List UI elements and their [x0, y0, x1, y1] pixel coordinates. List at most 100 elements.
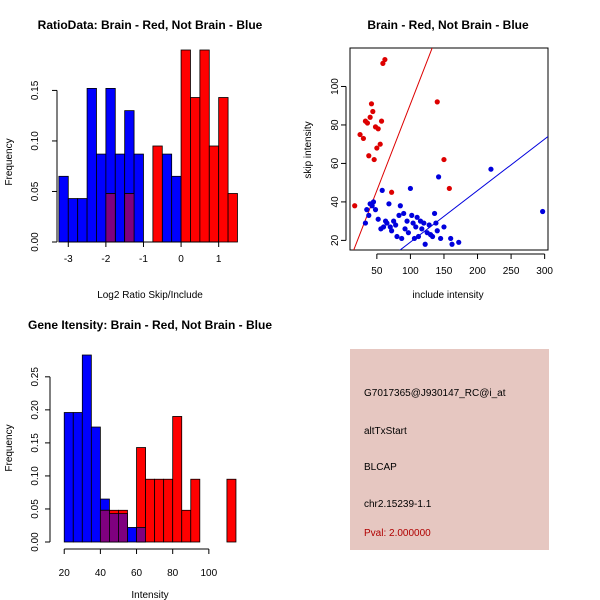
- not-brain-point: [409, 212, 415, 218]
- ratio-histogram-x-tick-label: 1: [216, 254, 222, 265]
- gene-info-background: [350, 349, 549, 550]
- brain-point: [375, 126, 381, 132]
- not-brain-point: [433, 220, 439, 226]
- intensity-histogram-bar-red: [172, 416, 183, 543]
- ratio-histogram-bar-red: [227, 193, 238, 243]
- ratio-histogram-title: RatioData: Brain - Red, Not Brain - Blue: [38, 18, 263, 32]
- ratio-histogram-bar-red: [208, 145, 220, 243]
- scatter-x-tick-label: 200: [469, 266, 486, 277]
- gene-event-type: altTxStart: [364, 426, 407, 437]
- scatter-plot-box: [349, 47, 549, 251]
- not-brain-point: [434, 228, 440, 234]
- scatter-x-tick-label: 250: [503, 266, 520, 277]
- not-brain-point: [415, 233, 422, 240]
- scatter-x-tick-label: 300: [536, 266, 553, 277]
- not-brain-point: [394, 233, 400, 240]
- not-brain-point: [435, 174, 442, 180]
- intensity-histogram-bar-blue: [127, 527, 137, 543]
- intensity-histogram-ylabel: Frequency: [4, 424, 15, 471]
- ratio-histogram-bars: [58, 49, 238, 243]
- not-brain-point: [438, 235, 444, 242]
- intensity-histogram-x-tick-label: 60: [131, 568, 143, 579]
- not-brain-point: [421, 220, 427, 226]
- not-brain-point: [393, 222, 399, 228]
- ratio-histogram-x-tick-label: -3: [64, 254, 73, 265]
- intensity-histogram-bars: [63, 354, 237, 543]
- scatter-fit-lines: [353, 48, 548, 250]
- not-brain-point: [431, 210, 438, 217]
- intensity-scatter: Brain - Red, Not Brain - Blue include in…: [303, 18, 553, 301]
- gene-info-panel: G7017365@J930147_RC@i_at altTxStart BLCA…: [350, 349, 549, 550]
- intensity-histogram-bar-red: [145, 478, 156, 543]
- not-brain-point: [384, 220, 390, 226]
- intensity-histogram-bar-red: [154, 478, 165, 543]
- scatter-y-tick-label: 40: [330, 196, 341, 208]
- not-brain-point: [441, 224, 447, 230]
- intensity-histogram-x-tick-label: 100: [201, 568, 218, 579]
- intensity-histogram-bar-red: [181, 509, 192, 543]
- ratio-histogram-x-tick-label: 0: [178, 254, 184, 265]
- not-brain-point: [391, 218, 397, 224]
- intensity-histogram-bar-blue: [63, 412, 74, 543]
- intensity-histogram-bar-overlap: [99, 509, 110, 543]
- scatter-y-tick-label: 80: [330, 119, 341, 131]
- scatter-title: Brain - Red, Not Brain - Blue: [367, 18, 529, 32]
- brain-point: [360, 135, 367, 142]
- ratio-histogram-axes: -3 -2 -1 0 1 0.00 0.05 0.10 0.15: [30, 80, 222, 265]
- brain-point: [434, 99, 440, 105]
- not-brain-point: [389, 228, 395, 234]
- not-brain-point: [456, 239, 462, 245]
- intensity-histogram-y-tick-label: 0.25: [30, 367, 41, 387]
- not-brain-point: [413, 224, 419, 230]
- ratio-histogram-bar-red: [190, 97, 201, 243]
- scatter-points: [352, 56, 546, 247]
- not-brain-point: [370, 199, 377, 205]
- not-brain-point: [404, 218, 410, 224]
- brain-point: [357, 131, 363, 138]
- ratio-histogram-bar-red: [199, 49, 210, 243]
- ratio-histogram-y-tick-label: 0.10: [30, 131, 41, 151]
- intensity-histogram-y-tick-label: 0.00: [30, 532, 41, 552]
- intensity-histogram-title: Gene Itensity: Brain - Red, Not Brain - …: [28, 318, 272, 332]
- intensity-histogram-bar-overlap: [118, 513, 128, 543]
- ratio-histogram-bar-blue: [161, 153, 173, 243]
- brain-point: [382, 56, 388, 63]
- ratio-histogram-bar-overlap: [124, 193, 135, 243]
- brain-point: [367, 114, 373, 120]
- brain-point: [441, 156, 447, 163]
- intensity-histogram-bar-overlap: [136, 527, 146, 543]
- gene-probe-id: G7017365@J930147_RC@i_at: [364, 388, 506, 399]
- intensity-histogram-bar-red: [190, 478, 201, 543]
- scatter-y-tick-label: 100: [330, 78, 341, 95]
- brain-point: [366, 153, 372, 159]
- gene-location: chr2.15239-1.1: [364, 499, 432, 510]
- scatter-x-tick-label: 150: [436, 266, 453, 277]
- ratio-histogram-bar-blue: [171, 175, 182, 243]
- not-brain-point: [411, 235, 418, 242]
- gene-pvalue: Pval: 2.000000: [364, 528, 431, 539]
- ratio-histogram-ylabel: Frequency: [4, 138, 15, 185]
- brain-point: [377, 141, 383, 147]
- brain-point: [364, 120, 371, 126]
- ratio-histogram: RatioData: Brain - Red, Not Brain - Blue…: [4, 18, 263, 301]
- ratio-histogram-bar-red: [218, 97, 229, 243]
- intensity-histogram-x-tick-label: 80: [167, 568, 179, 579]
- not-brain-point: [419, 226, 425, 232]
- scatter-xlabel: include intensity: [412, 290, 483, 301]
- scatter-ylabel: skip intensity: [303, 121, 314, 178]
- scatter-x-tick-label: 100: [402, 266, 419, 277]
- not-brain-point: [372, 207, 379, 213]
- not-brain-point: [426, 222, 432, 228]
- not-brain-point: [402, 226, 408, 232]
- not-brain-point: [380, 224, 387, 230]
- not-brain-point: [362, 220, 369, 226]
- scatter-axes: 50 100 150 200 250 300 20 40 60 80 100: [330, 78, 553, 277]
- intensity-histogram-y-tick-label: 0.20: [30, 400, 41, 420]
- intensity-histogram: Gene Itensity: Brain - Red, Not Brain - …: [4, 318, 272, 600]
- not-brain-point: [364, 207, 370, 213]
- not-brain-point: [386, 201, 392, 207]
- not-brain-point: [449, 241, 455, 247]
- brain-point: [368, 101, 375, 107]
- not-brain-point: [379, 187, 385, 193]
